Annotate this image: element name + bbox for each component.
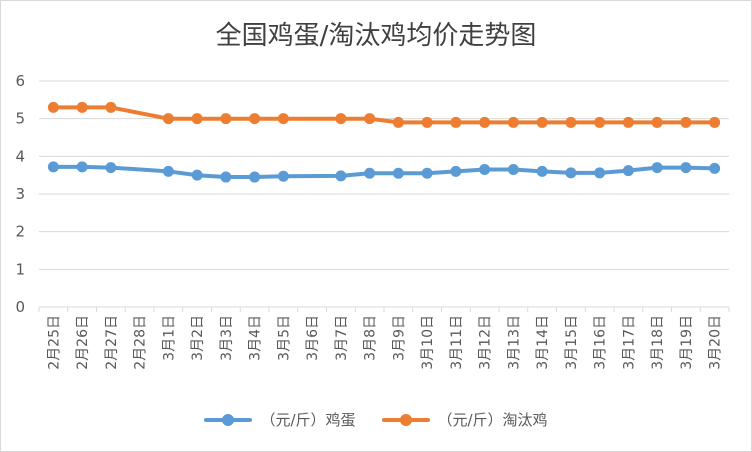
data-point: [364, 113, 376, 125]
data-point: [594, 116, 606, 128]
x-tick-label: 2月25日: [46, 315, 62, 370]
x-tick-label: 3月7日: [334, 315, 350, 361]
x-tick-label: 3月3日: [219, 315, 235, 361]
x-tick-label: 3月10日: [420, 315, 436, 370]
x-tick-label: 2月28日: [133, 315, 149, 370]
x-tick-label: 3月16日: [593, 315, 609, 370]
x-tick-label: 2月27日: [104, 315, 120, 370]
data-point: [220, 113, 232, 125]
data-point: [191, 113, 203, 125]
y-tick-label: 1: [15, 260, 25, 278]
data-point: [594, 167, 606, 179]
data-point: [536, 116, 548, 128]
legend-label-egg: （元/斤）鸡蛋: [260, 411, 356, 429]
data-point: [421, 167, 433, 179]
series-line-0: [51, 164, 717, 179]
data-point: [680, 162, 692, 174]
legend-swatch-culled-hen: [381, 413, 430, 426]
data-point: [364, 167, 376, 179]
x-tick-label: 3月13日: [506, 315, 522, 370]
y-tick-label: 2: [15, 223, 25, 241]
x-tick-label: 3月14日: [535, 315, 551, 370]
data-point: [249, 113, 261, 125]
data-point: [622, 116, 634, 128]
x-tick-label: 3月5日: [276, 315, 292, 361]
legend: （元/斤）鸡蛋 （元/斤）淘汰鸡: [1, 409, 751, 430]
y-tick-label: 0: [15, 298, 25, 316]
data-point: [76, 161, 88, 173]
chart-title: 全国鸡蛋/淘汰鸡均价走势图: [215, 21, 537, 51]
legend-label-culled-hen: （元/斤）淘汰鸡: [437, 411, 548, 429]
data-point: [335, 113, 347, 125]
data-point: [162, 113, 174, 125]
data-point: [105, 101, 117, 113]
data-point: [565, 116, 577, 128]
data-point: [191, 169, 203, 181]
data-point: [277, 170, 289, 182]
data-point: [507, 116, 519, 128]
data-point: [450, 165, 462, 177]
data-point: [392, 167, 404, 179]
y-tick-label: 4: [15, 147, 25, 165]
y-tick-label: 6: [15, 72, 25, 90]
x-tick-label: 3月17日: [621, 315, 637, 370]
data-point: [536, 165, 548, 177]
x-tick-label: 3月1日: [161, 315, 177, 361]
data-point: [651, 162, 663, 174]
data-point: [651, 116, 663, 128]
x-tick-label: 3月20日: [708, 315, 724, 370]
data-point: [76, 101, 88, 113]
x-tick-label: 3月9日: [391, 315, 407, 361]
data-point: [162, 165, 174, 177]
legend-item-culled-hen: （元/斤）淘汰鸡: [381, 409, 548, 430]
data-point: [622, 165, 634, 177]
legend-swatch-egg: [204, 413, 253, 426]
data-point: [450, 116, 462, 128]
y-tick-label: 5: [15, 110, 25, 128]
x-tick-label: 3月18日: [650, 315, 666, 370]
data-point: [709, 116, 721, 128]
data-point: [565, 167, 577, 179]
data-point: [249, 171, 261, 183]
x-tick-label: 3月11日: [449, 315, 465, 370]
data-point: [507, 164, 519, 176]
x-tick-label: 3月15日: [564, 315, 580, 370]
data-point: [220, 171, 232, 183]
x-tick-label: 3月6日: [305, 315, 321, 361]
data-point: [335, 170, 347, 182]
data-point: [709, 162, 721, 174]
data-point: [479, 164, 491, 176]
legend-item-egg: （元/斤）鸡蛋: [204, 409, 356, 430]
series-line-1: [51, 105, 717, 125]
x-tick-label: 3月12日: [478, 315, 494, 370]
data-point: [277, 113, 289, 125]
data-point: [421, 116, 433, 128]
data-point: [47, 101, 59, 113]
data-point: [680, 116, 692, 128]
data-point: [105, 162, 117, 174]
x-tick-label: 3月19日: [679, 315, 695, 370]
y-tick-label: 3: [15, 185, 25, 203]
data-point: [392, 116, 404, 128]
data-point: [479, 116, 491, 128]
x-tick-label: 2月26日: [75, 315, 91, 370]
data-point: [47, 161, 59, 173]
x-tick-label: 3月8日: [363, 315, 379, 361]
x-tick-label: 3月4日: [248, 315, 264, 361]
x-tick-label: 3月2日: [190, 315, 206, 361]
